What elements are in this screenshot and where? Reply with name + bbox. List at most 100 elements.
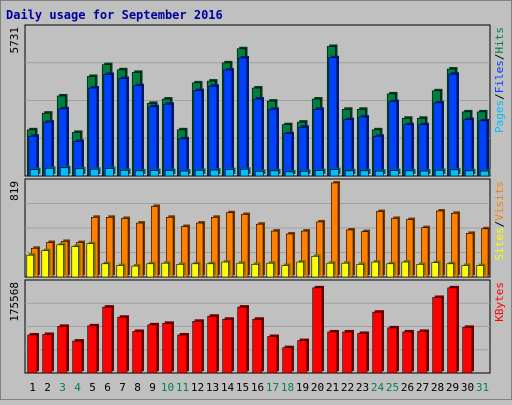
bar-pages xyxy=(179,169,191,177)
x-axis: 1 2 3 4 5 6 7 8 9 10 11 12 13 14 15 16 17 18 19 20 21 22 23 24 2… xyxy=(29,381,489,394)
bar-pages xyxy=(149,168,161,177)
panel-visits-sites: 819 Sites/Visits xyxy=(8,178,506,278)
legend-separator: / xyxy=(493,221,506,228)
bar-files xyxy=(298,125,309,177)
bars-kbytes xyxy=(27,285,474,374)
bar-visits xyxy=(106,215,116,278)
bar-sites xyxy=(131,264,141,278)
bar-sites xyxy=(71,244,81,278)
bar-sites xyxy=(26,253,36,278)
bar-kbytes xyxy=(132,329,144,374)
bar-pages xyxy=(209,168,221,177)
bar-pages xyxy=(74,166,86,177)
bar-visits xyxy=(285,231,296,278)
bar-visits xyxy=(241,212,251,278)
bar-pages xyxy=(239,167,251,177)
legend-item-visits: Visits xyxy=(493,181,506,221)
bar-files xyxy=(403,122,414,177)
bar-sites xyxy=(476,263,486,278)
x-tick-label: 24 xyxy=(371,381,385,394)
x-tick-label: 14 xyxy=(221,381,235,394)
x-tick-label: 10 xyxy=(161,381,174,394)
bar-visits xyxy=(270,229,281,278)
bar-pages xyxy=(329,167,341,177)
bar-kbytes xyxy=(42,332,54,374)
bar-visits xyxy=(196,221,206,278)
bar-visits xyxy=(255,222,266,278)
bar-files xyxy=(328,55,339,177)
bar-sites xyxy=(56,242,66,278)
bar-kbytes xyxy=(72,339,84,374)
bar-visits xyxy=(375,209,386,278)
bar-visits xyxy=(405,217,416,278)
bar-pages xyxy=(404,168,416,177)
bar-pages xyxy=(344,168,356,177)
bar-files xyxy=(343,117,354,177)
x-tick-label: 25 xyxy=(386,381,399,394)
bar-kbytes xyxy=(252,317,264,374)
legend-item-hits: Hits xyxy=(493,27,506,54)
bar-visits xyxy=(181,224,191,278)
bar-files xyxy=(223,68,234,177)
bar-kbytes xyxy=(192,319,204,374)
bar-pages xyxy=(449,167,461,177)
bar-kbytes xyxy=(342,329,354,374)
bar-kbytes xyxy=(102,305,114,374)
legend-item-pages: Pages xyxy=(493,100,506,133)
bar-files xyxy=(283,131,294,177)
bar-visits xyxy=(435,209,446,278)
chart-panels: 5731Pages/Files/Hits819Sites/Visits17556… xyxy=(8,24,506,374)
bar-visits xyxy=(136,221,146,278)
x-tick-label: 21 xyxy=(326,381,339,394)
bar-sites xyxy=(326,261,336,278)
bar-pages xyxy=(29,167,41,177)
bar-kbytes xyxy=(162,321,174,374)
bar-files xyxy=(448,72,459,177)
bar-files xyxy=(58,106,69,177)
bar-files xyxy=(193,88,204,177)
bar-sites xyxy=(416,262,426,278)
bar-files xyxy=(148,104,159,177)
bar-files xyxy=(133,83,144,177)
bar-sites xyxy=(161,261,171,278)
bar-files xyxy=(253,97,264,177)
bar-sites xyxy=(356,262,366,278)
y-max-label: 175568 xyxy=(8,282,21,322)
bar-files xyxy=(118,76,129,177)
bar-sites xyxy=(386,261,396,278)
bar-pages xyxy=(44,166,56,177)
bar-visits xyxy=(450,211,461,278)
bar-pages xyxy=(104,166,116,177)
x-tick-label: 23 xyxy=(356,381,369,394)
bar-visits xyxy=(226,210,236,278)
bar-files xyxy=(208,84,219,177)
bar-files xyxy=(388,99,399,177)
bar-sites xyxy=(206,261,216,278)
bar-pages xyxy=(434,168,446,177)
bar-visits xyxy=(315,219,326,278)
bar-sites xyxy=(221,260,231,278)
x-tick-label: 12 xyxy=(191,381,204,394)
bar-kbytes xyxy=(117,315,129,374)
bar-files xyxy=(238,56,249,177)
bar-visits xyxy=(465,231,476,278)
x-tick-label: 16 xyxy=(251,381,264,394)
bar-pages xyxy=(284,169,296,177)
x-tick-label: 19 xyxy=(296,381,309,394)
panel-kbytes: 175568 KBytes xyxy=(8,279,506,374)
bar-files xyxy=(358,115,369,177)
bar-sites xyxy=(446,261,456,278)
x-tick-label: 27 xyxy=(416,381,429,394)
bar-kbytes xyxy=(402,329,414,374)
bar-visits xyxy=(211,215,221,278)
legend-item-kbytes: KBytes xyxy=(493,282,506,322)
x-tick-label: 7 xyxy=(119,381,126,394)
x-tick-label: 9 xyxy=(149,381,156,394)
x-tick-label: 2 xyxy=(44,381,51,394)
legend: Sites/Visits xyxy=(493,181,506,261)
bar-sites xyxy=(41,248,51,278)
x-tick-label: 17 xyxy=(266,381,279,394)
